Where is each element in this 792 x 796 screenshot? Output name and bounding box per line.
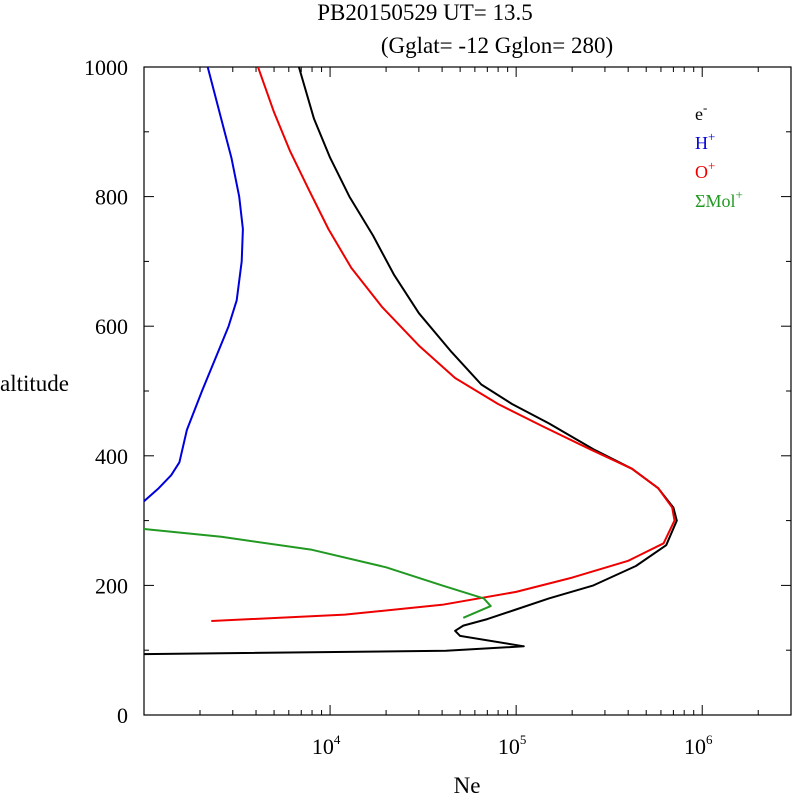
series-line-e [144,67,678,656]
x-tick-label: 104 [312,732,341,759]
x-tick-label: 105 [498,732,527,759]
chart-subtitle: (Gglat= -12 Gglon= 280) [381,33,613,58]
series-line-h [144,67,244,502]
y-tick-label: 600 [95,314,128,339]
series-lines [144,67,678,656]
x-tick-labels: 104 105 106 [312,732,713,759]
plot-frame [143,66,792,716]
legend-entry: O+ [695,158,715,182]
series-line-o [211,67,676,622]
y-tick-label: 200 [95,573,128,598]
legend-entry: e- [695,100,707,124]
legend: e- H+ O+ ΣMol+ [695,100,743,211]
y-tick-label: 400 [95,444,128,469]
y-tick-labels: 0 200 400 600 800 1000 [84,55,128,728]
series-line-mol [144,528,492,619]
chart-title: PB20150529 UT= 13.5 [317,0,533,25]
legend-entry: H+ [695,129,715,153]
x-tick-label: 106 [684,732,713,759]
x-axis-label: Ne [454,773,481,796]
legend-entry: ΣMol+ [695,187,743,211]
y-tick-label: 800 [95,185,128,210]
y-tick-label: 1000 [84,55,128,80]
y-tick-label: 0 [117,703,128,728]
axis-ticks [143,66,792,716]
y-axis-label: altitude [0,371,69,396]
